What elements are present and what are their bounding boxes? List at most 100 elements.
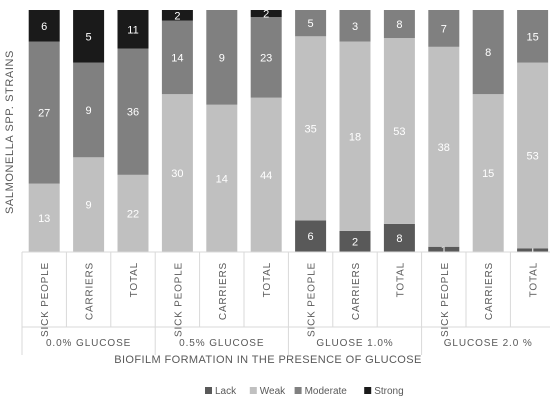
bar-segment-lack: [339, 230, 371, 252]
legend-label: Lack: [215, 386, 237, 397]
data-label: 2: [174, 10, 180, 22]
data-label: 6: [41, 21, 47, 33]
legend: Lack Weak Moderate Strong: [205, 386, 404, 397]
bar-segment-moderate: [206, 10, 238, 105]
data-label: 2: [263, 9, 269, 21]
data-label: 53: [393, 126, 405, 138]
data-label: 1: [441, 244, 447, 256]
data-label: 5: [86, 31, 92, 43]
x-axis-title: BIOFILM FORMATION IN THE PRESENCE OF GLU…: [114, 354, 422, 366]
bar-segment-lack: [428, 246, 460, 252]
data-label: 14: [216, 173, 228, 185]
category-tick-label: SICK PEOPLE: [307, 262, 318, 337]
bar-segment-strong: [28, 10, 60, 42]
data-label: 36: [127, 107, 139, 119]
category-tick-label: TOTAL: [395, 262, 406, 297]
bar-segment-moderate: [28, 41, 60, 184]
bar-segment-strong: [117, 10, 149, 49]
data-label: 15: [526, 31, 538, 43]
data-label: 5: [308, 18, 314, 30]
bar-segment-weak: [517, 62, 549, 249]
legend-swatch-weak: [249, 387, 257, 394]
bar-segment-moderate: [295, 10, 327, 37]
data-label: 9: [86, 200, 92, 212]
data-label: 11: [127, 24, 138, 36]
data-label: 6: [308, 231, 314, 243]
data-label: 2: [352, 236, 358, 248]
group-label: 0.5% GLUCOSE: [179, 338, 264, 349]
category-tick-label: CARRIERS: [218, 262, 229, 320]
data-label: 9: [219, 52, 225, 64]
data-label: 8: [396, 19, 402, 31]
data-label: 35: [304, 123, 316, 135]
group-label: GLUCOSE 2.0 %: [444, 338, 533, 349]
bar-segment-lack: [295, 220, 327, 252]
group-labels: 0.0% GLUCOSE 0.5% GLUCOSE GLUOSE 1.0% GLUCO…: [46, 338, 533, 349]
data-label: 22: [127, 208, 139, 220]
y-axis-title: SALMONELLA SPP. STRAINS: [4, 50, 16, 214]
bar-segment-weak: [472, 94, 504, 252]
data-label: 1: [530, 245, 536, 257]
data-label: 18: [349, 131, 361, 143]
category-tick-label: CARRIERS: [85, 262, 96, 320]
bar-segment-weak: [295, 36, 327, 221]
data-label: 53: [526, 151, 538, 163]
bar-segment-weak: [206, 104, 238, 253]
bar-segment-moderate: [383, 10, 415, 39]
category-tick-label: SICK PEOPLE: [173, 262, 184, 337]
data-label: 30: [171, 168, 183, 180]
bar-segment-weak: [383, 38, 415, 224]
category-tick-label: TOTAL: [529, 262, 540, 297]
category-labels: SICK PEOPLE CARRIERS TOTAL SICK PEOPLE CARRI…: [40, 262, 539, 337]
bar-segment-weak: [28, 183, 60, 252]
group-label: 0.0% GLUCOSE: [46, 338, 131, 349]
data-label: 44: [260, 170, 272, 182]
data-label: 7: [441, 23, 447, 35]
bar-segment-lack: [383, 223, 415, 252]
bar-segment-weak: [117, 174, 149, 252]
bar-segment-strong: [250, 10, 282, 18]
bar-segment-weak: [73, 157, 105, 252]
category-tick-label: CARRIERS: [484, 262, 495, 320]
category-tick-label: SICK PEOPLE: [40, 262, 51, 337]
bar-segment-moderate: [339, 10, 371, 42]
bar-segment-moderate: [472, 10, 504, 95]
data-label: 15: [482, 168, 494, 180]
plot-area: 1327699522361130142149442326355218385381…: [28, 9, 549, 257]
data-label: 13: [38, 213, 50, 225]
category-dividers: [21, 251, 550, 355]
legend-label: Strong: [374, 386, 403, 397]
bar-segment-strong: [161, 10, 193, 21]
bar-segment-weak: [250, 97, 282, 253]
data-label: 8: [396, 233, 402, 245]
data-label: 38: [438, 142, 450, 154]
category-tick-label: SICK PEOPLE: [440, 262, 451, 337]
group-label: GLUOSE 1.0%: [316, 338, 393, 349]
data-label: 9: [86, 105, 92, 117]
bar-segment-moderate: [428, 10, 460, 47]
category-tick-label: CARRIERS: [351, 262, 362, 320]
bar-segment-moderate: [250, 17, 282, 98]
bar-segment-moderate: [161, 20, 193, 95]
category-tick-label: TOTAL: [129, 262, 140, 297]
data-label: 27: [38, 108, 50, 120]
bar-segment-weak: [428, 46, 460, 247]
category-tick-label: TOTAL: [262, 262, 273, 297]
data-label: 8: [485, 47, 491, 59]
data-label: 14: [171, 52, 183, 64]
bar-segment-strong: [73, 10, 105, 63]
data-label: 3: [352, 21, 358, 33]
bar-segment-moderate: [73, 62, 105, 158]
legend-label: Moderate: [305, 386, 348, 397]
bar-segment-weak: [339, 41, 371, 231]
legend-swatch-strong: [364, 387, 372, 394]
bar-segment-moderate: [517, 10, 549, 63]
bar-segment-moderate: [117, 48, 149, 175]
data-label: 23: [260, 52, 272, 64]
bar-segment-weak: [161, 94, 193, 252]
legend-swatch-moderate: [294, 387, 302, 394]
legend-label: Weak: [260, 386, 286, 397]
bar-segment-lack: [517, 248, 549, 252]
legend-swatch-lack: [205, 387, 212, 394]
